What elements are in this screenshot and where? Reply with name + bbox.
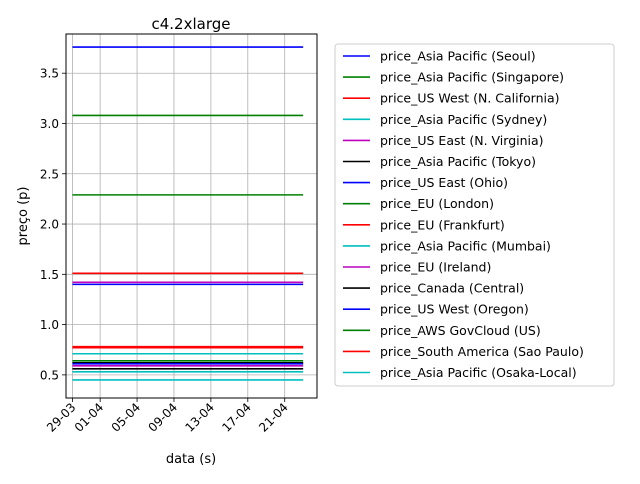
legend-entry-label: price_Asia Pacific (Seoul) <box>380 49 536 64</box>
series-lines <box>72 46 304 381</box>
legend-entry-label: price_US West (Oregon) <box>380 302 529 317</box>
x-tick-label: 17-04 <box>219 400 254 435</box>
x-tick-label: 05-04 <box>109 400 144 435</box>
legend-entry-label: price_Canada (Central) <box>380 281 524 296</box>
x-tick-label: 13-04 <box>182 400 217 435</box>
legend-entry-label: price_Asia Pacific (Osaka-Local) <box>380 365 577 380</box>
legend-entry-label: price_Asia Pacific (Singapore) <box>380 70 564 85</box>
legend-entry-label: price_Asia Pacific (Tokyo) <box>380 154 536 169</box>
x-tick-label: 21-04 <box>256 400 291 435</box>
y-tick-label: 2.5 <box>40 167 59 181</box>
legend: price_Asia Pacific (Seoul) price_Asia Pac… <box>334 43 615 387</box>
x-tick-label: 09-04 <box>146 400 181 435</box>
y-axis: 0.5 1.0 1.5 2.0 2.5 3.0 3.5 <box>40 67 66 382</box>
y-tick-label: 3.5 <box>40 67 59 81</box>
x-axis-label: data (s) <box>166 452 216 467</box>
y-tick-label: 1.5 <box>40 268 59 282</box>
legend-entry-label: price_South America (Sao Paulo) <box>380 344 584 359</box>
y-tick-label: 3.0 <box>40 117 59 131</box>
plot-frame <box>65 33 318 399</box>
legend-entry-label: price_US West (N. California) <box>380 91 560 106</box>
y-tick-label: 2.0 <box>40 218 59 232</box>
chart-title: c4.2xlarge <box>152 15 231 33</box>
legend-entry-label: price_Asia Pacific (Mumbai) <box>380 238 551 253</box>
y-tick-label: 0.5 <box>40 368 59 382</box>
legend-entry-label: price_AWS GovCloud (US) <box>380 323 541 338</box>
legend-entry-label: price_EU (Ireland) <box>380 260 491 275</box>
x-tick-label: 01-04 <box>72 400 107 435</box>
legend-frame <box>334 43 615 387</box>
legend-entry-label: price_EU (Frankfurt) <box>380 217 505 232</box>
legend-entry-label: price_US East (N. Virginia) <box>380 133 544 148</box>
legend-entry-label: price_EU (London) <box>380 196 494 211</box>
legend-entry-label: price_US East (Ohio) <box>380 175 508 190</box>
y-axis-label: preço (p) <box>16 187 31 246</box>
grid-lines <box>66 34 317 398</box>
x-tick-label: 29-03 <box>44 400 79 435</box>
legend-entry-label: price_Asia Pacific (Sydney) <box>380 112 547 127</box>
y-tick-label: 1.0 <box>40 318 59 332</box>
